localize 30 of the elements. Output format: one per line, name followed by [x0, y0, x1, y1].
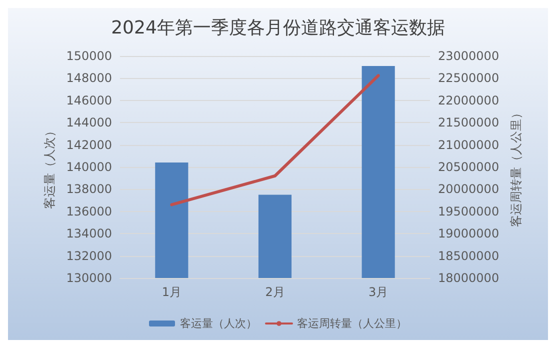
legend-label: 客运周转量（人公里） — [297, 317, 407, 330]
y2-tick-label: 21500000 — [438, 116, 500, 130]
y2-tick-label: 23000000 — [438, 49, 500, 63]
y-tick-label: 136000 — [66, 204, 112, 218]
y2-tick-label: 22000000 — [438, 93, 500, 108]
y-tick-label: 132000 — [66, 248, 112, 263]
y-tick-label: 140000 — [66, 160, 112, 174]
y2-tick-label: 20500000 — [438, 160, 500, 174]
chart-title: 2024年第一季度各月份道路交通客运数据 — [111, 18, 445, 38]
y2-tick-label: 18500000 — [438, 248, 500, 263]
legend-label: 客运量（人次） — [180, 317, 257, 330]
y-tick-label: 130000 — [66, 271, 112, 285]
y-tick-label: 144000 — [66, 116, 112, 130]
x-tick-label: 3月 — [368, 285, 388, 299]
x-tick-label: 1月 — [162, 285, 182, 299]
y2-tick-label: 21000000 — [438, 138, 500, 152]
y-tick-label: 142000 — [66, 138, 112, 152]
y2-axis-title: 客运周转量（人公里） — [508, 107, 523, 227]
x-tick-label: 2月 — [265, 285, 285, 299]
y-tick-label: 148000 — [66, 71, 112, 86]
y2-tick-label: 19500000 — [438, 204, 500, 218]
y-axis-title: 客运量（人次） — [42, 125, 56, 209]
y2-tick-label: 19000000 — [438, 226, 500, 241]
y-tick-label: 150000 — [66, 49, 112, 63]
y2-tick-label: 20000000 — [438, 182, 500, 196]
y2-tick-label: 18000000 — [438, 271, 500, 285]
y-tick-label: 134000 — [66, 226, 112, 241]
y-tick-label: 138000 — [66, 182, 112, 196]
y2-tick-label: 22500000 — [438, 71, 500, 86]
y-tick-label: 146000 — [66, 93, 112, 108]
